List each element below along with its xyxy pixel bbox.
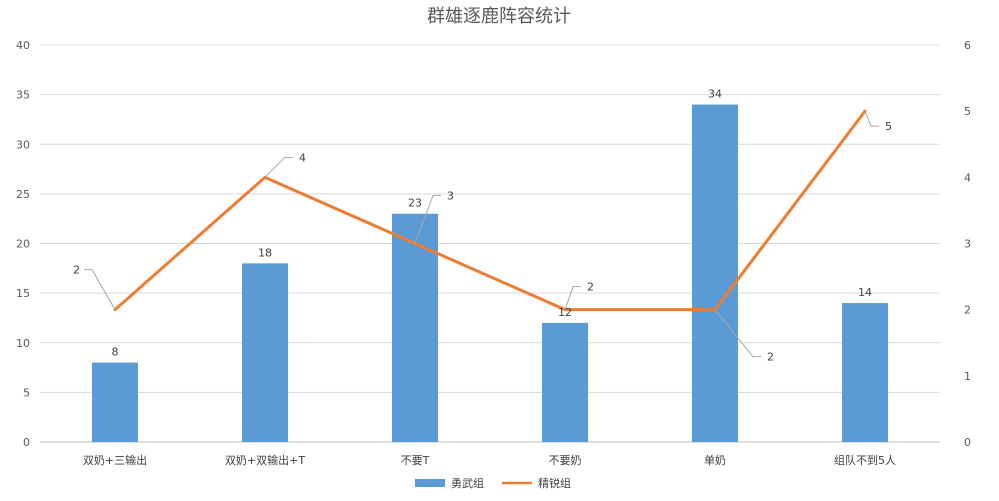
leader-line	[864, 110, 879, 127]
legend-label-bar: 勇武组	[451, 476, 484, 490]
left-tick-label: 0	[23, 436, 30, 449]
left-tick-label: 25	[16, 188, 30, 201]
left-tick-label: 20	[16, 238, 30, 251]
left-tick-label: 15	[16, 287, 30, 300]
bar	[692, 104, 738, 443]
category-label: 单奶	[704, 453, 726, 467]
left-axis-ticks: 0 5 10 15 20 25 30 35 40	[16, 39, 30, 449]
line-series	[113, 109, 867, 312]
right-tick-label: 6	[964, 39, 971, 52]
category-label: 双奶+三输出	[83, 453, 147, 467]
line-data-label: 5	[885, 120, 892, 133]
left-tick-label: 10	[16, 337, 30, 350]
bar	[92, 362, 138, 442]
leader-line	[264, 156, 293, 178]
bar-data-label: 12	[558, 306, 572, 319]
right-tick-label: 0	[964, 436, 971, 449]
bar	[842, 303, 888, 442]
bar	[542, 322, 588, 442]
leader-line	[84, 269, 116, 310]
leader-line	[564, 286, 581, 310]
category-label: 组队不到5人	[834, 453, 896, 467]
line-data-label: 2	[767, 351, 774, 364]
category-labels: 双奶+三输出 双奶+双输出+T 不要T 不要奶 单奶 组队不到5人	[83, 453, 896, 467]
bar	[242, 263, 288, 442]
legend-swatch-bar	[415, 479, 445, 487]
left-tick-label: 5	[23, 386, 30, 399]
bar-series	[92, 104, 888, 443]
line-data-label: 2	[73, 264, 80, 277]
legend-label-line: 精锐组	[538, 476, 571, 490]
bar	[392, 213, 438, 442]
bar-data-label: 18	[258, 246, 272, 259]
right-tick-label: 1	[964, 370, 971, 383]
series-line	[113, 109, 867, 312]
right-tick-label: 5	[964, 105, 971, 118]
right-tick-label: 2	[964, 304, 971, 317]
bar-data-label: 23	[408, 197, 422, 210]
gridlines	[40, 44, 940, 443]
right-axis-ticks: 0 1 2 3 4 5 6	[964, 39, 971, 449]
leader-line	[414, 195, 441, 244]
line-data-label: 2	[587, 281, 594, 294]
category-label: 双奶+双输出+T	[225, 453, 305, 467]
legend: 勇武组 精锐组	[415, 476, 571, 490]
left-tick-label: 30	[16, 138, 30, 151]
right-tick-label: 4	[964, 171, 971, 184]
chart-title: 群雄逐鹿阵容统计	[427, 6, 571, 27]
bar-data-label: 34	[708, 88, 722, 101]
leader-line	[714, 309, 761, 358]
bar-data-label: 8	[112, 346, 119, 359]
line-data-label: 3	[447, 190, 454, 203]
line-data-label: 4	[299, 151, 306, 164]
category-label: 不要奶	[549, 453, 582, 467]
category-label: 不要T	[401, 454, 430, 467]
left-tick-label: 40	[16, 39, 30, 52]
right-tick-label: 3	[964, 238, 971, 251]
bar-data-label: 14	[858, 286, 872, 299]
line-data-labels: 2 4 3 2 2 5	[73, 110, 892, 364]
left-tick-label: 35	[16, 89, 30, 102]
